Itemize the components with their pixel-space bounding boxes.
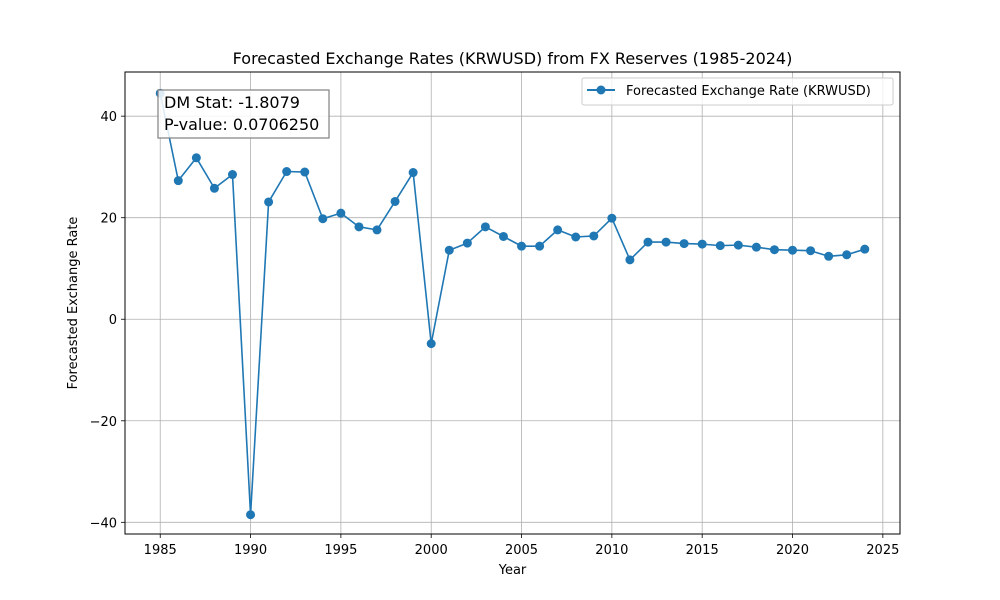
data-point	[733, 240, 743, 250]
x-axis-label: Year	[498, 563, 527, 578]
legend-marker-swatch	[596, 85, 606, 95]
chart-title: Forecasted Exchange Rates (KRWUSD) from …	[233, 49, 793, 68]
y-tick-label: 40	[100, 110, 117, 125]
data-point	[715, 241, 725, 251]
data-point	[462, 238, 472, 248]
data-point	[480, 222, 490, 232]
annotation-dm-stat: DM Stat: -1.8079	[164, 93, 300, 112]
data-point	[535, 241, 545, 251]
x-tick-label: 2020	[776, 543, 809, 558]
plot-frame	[124, 71, 901, 535]
data-point	[282, 167, 292, 177]
data-point	[860, 244, 870, 254]
series-layer	[155, 88, 870, 520]
x-tick-label: 2010	[595, 543, 628, 558]
legend-box	[581, 77, 894, 106]
x-tick-label: 1995	[324, 543, 357, 558]
data-point	[336, 208, 346, 218]
data-point	[426, 339, 436, 349]
y-axis-label: Forecasted Exchange Rate	[66, 217, 81, 390]
data-point	[408, 168, 418, 178]
data-point	[751, 242, 761, 252]
data-point	[390, 196, 400, 206]
data-point	[643, 237, 653, 247]
data-point	[607, 213, 617, 223]
data-point	[589, 231, 599, 241]
data-point	[444, 245, 454, 255]
tick-layer: 1985 1990 1995 2000 2005 2010 2015 2020 2025 −40 −…	[90, 110, 900, 558]
data-point	[788, 245, 798, 255]
data-point	[300, 167, 310, 177]
data-point	[246, 510, 256, 520]
data-point	[209, 183, 219, 193]
y-tick-label: −40	[90, 516, 117, 531]
data-point	[191, 153, 201, 163]
annotation-p-value: P-value: 0.0706250	[164, 115, 319, 134]
data-point	[264, 197, 274, 207]
grid	[125, 72, 900, 534]
x-tick-label: 2005	[505, 543, 538, 558]
data-point	[372, 225, 382, 235]
data-point	[318, 214, 328, 224]
data-point	[571, 232, 581, 242]
data-point	[824, 251, 834, 261]
legend-label: Forecasted Exchange Rate (KRWUSD)	[626, 84, 871, 99]
x-tick-label: 1990	[234, 543, 267, 558]
data-point	[661, 237, 671, 247]
data-point	[553, 225, 563, 235]
x-tick-label: 1985	[144, 543, 177, 558]
legend: Forecasted Exchange Rate (KRWUSD)	[581, 77, 894, 106]
y-tick-label: 20	[100, 212, 117, 227]
stat-annotation: DM Stat: -1.8079 P-value: 0.0706250	[157, 89, 330, 139]
y-tick-label: 0	[109, 313, 117, 328]
y-tick-label: −20	[90, 415, 117, 430]
data-point	[354, 222, 364, 232]
data-point	[227, 170, 237, 180]
series-line	[159, 93, 866, 516]
data-point	[679, 239, 689, 249]
annotation-box	[157, 89, 330, 139]
x-tick-label: 2000	[415, 543, 448, 558]
data-point	[769, 245, 779, 255]
data-point	[517, 241, 527, 251]
data-point	[173, 176, 183, 186]
data-point	[498, 231, 508, 241]
data-point	[806, 246, 816, 256]
data-point	[697, 239, 707, 249]
x-tick-label: 2015	[686, 543, 719, 558]
data-point	[625, 255, 635, 265]
x-tick-label: 2025	[866, 543, 899, 558]
data-point	[842, 250, 852, 260]
